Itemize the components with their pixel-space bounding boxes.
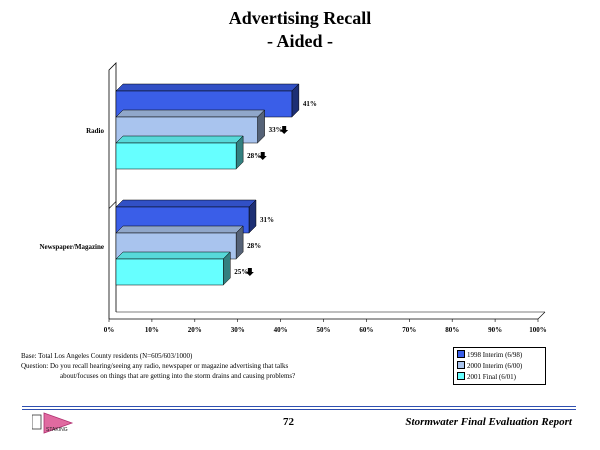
- data-label: 31%: [260, 216, 274, 224]
- legend-item-2000: 2000 Interim (6/00): [457, 361, 522, 370]
- legend-swatch-1998: [457, 350, 465, 358]
- chart-legend: 1998 Interim (6/98) 2000 Interim (6/00) …: [453, 347, 546, 385]
- bar-top-face: [115, 199, 257, 208]
- bars-layer: [115, 83, 300, 286]
- category-label: Newspaper/Magazine: [39, 243, 104, 251]
- x-tick-label: 50%: [317, 326, 331, 334]
- data-label: 25%: [234, 268, 248, 276]
- bar: [115, 258, 224, 286]
- data-label: 33%: [269, 126, 283, 134]
- x-tick-label: 30%: [231, 326, 245, 334]
- bar-top-face: [115, 109, 266, 118]
- question-note-line-1: Question: Do you recall hearing/seeing a…: [21, 362, 289, 370]
- legend-label-2001: 2001 Final (6/01): [467, 373, 516, 381]
- floor-right-edge: [537, 311, 546, 320]
- question-note-line-2: about/focuses on things that are getting…: [60, 372, 296, 380]
- chart-subtitle: - Aided -: [266, 31, 333, 51]
- footer-rule-secondary: [22, 409, 576, 410]
- company-logo: STAKING: [32, 412, 74, 434]
- data-label: 28%: [247, 152, 261, 160]
- x-tick-label: 10%: [145, 326, 159, 334]
- legend-item-1998: 1998 Interim (6/98): [457, 350, 522, 359]
- x-axis: 0% 10% 20% 30% 40% 50% 60% 70% 80% 90% 100%: [104, 319, 547, 334]
- category-label: Radio: [86, 127, 104, 135]
- down-arrow-icon: [280, 126, 289, 134]
- back-wall: [108, 62, 117, 319]
- legend-label-1998: 1998 Interim (6/98): [467, 351, 523, 359]
- footer-rule: [22, 406, 576, 407]
- x-tick-label: 20%: [188, 326, 202, 334]
- x-tick-label: 80%: [445, 326, 459, 334]
- logo-text: STAKING: [46, 427, 68, 433]
- bar-top-face: [115, 135, 244, 144]
- labels-layer: Radio 41% 33% 28% Newspaper/Magazine 31% 28% 25…: [39, 100, 317, 276]
- bar-top-face: [115, 225, 244, 234]
- bar-top-face: [115, 83, 300, 92]
- x-tick-label: 100%: [529, 326, 547, 334]
- data-label: 41%: [303, 100, 317, 108]
- data-label: 28%: [247, 242, 261, 250]
- chart-title: Advertising Recall: [228, 8, 372, 28]
- page-number: 72: [283, 416, 294, 428]
- bar-top-face: [115, 251, 231, 260]
- x-tick-label: 60%: [359, 326, 373, 334]
- x-tick-label: 0%: [104, 326, 115, 334]
- down-arrow-icon: [245, 268, 254, 276]
- legend-item-2001: 2001 Final (6/01): [457, 372, 516, 381]
- x-tick-label: 40%: [274, 326, 288, 334]
- down-arrow-icon: [258, 152, 267, 160]
- x-tick-label: 70%: [402, 326, 416, 334]
- base-note: Base: Total Los Angeles County residents…: [21, 352, 193, 360]
- legend-swatch-2000: [457, 361, 465, 369]
- report-name: Stormwater Final Evaluation Report: [405, 416, 572, 428]
- legend-label-2000: 2000 Interim (6/00): [467, 362, 523, 370]
- category-divider: [108, 201, 117, 209]
- legend-swatch-2001: [457, 372, 465, 380]
- bar: [115, 142, 237, 170]
- x-tick-label: 90%: [488, 326, 502, 334]
